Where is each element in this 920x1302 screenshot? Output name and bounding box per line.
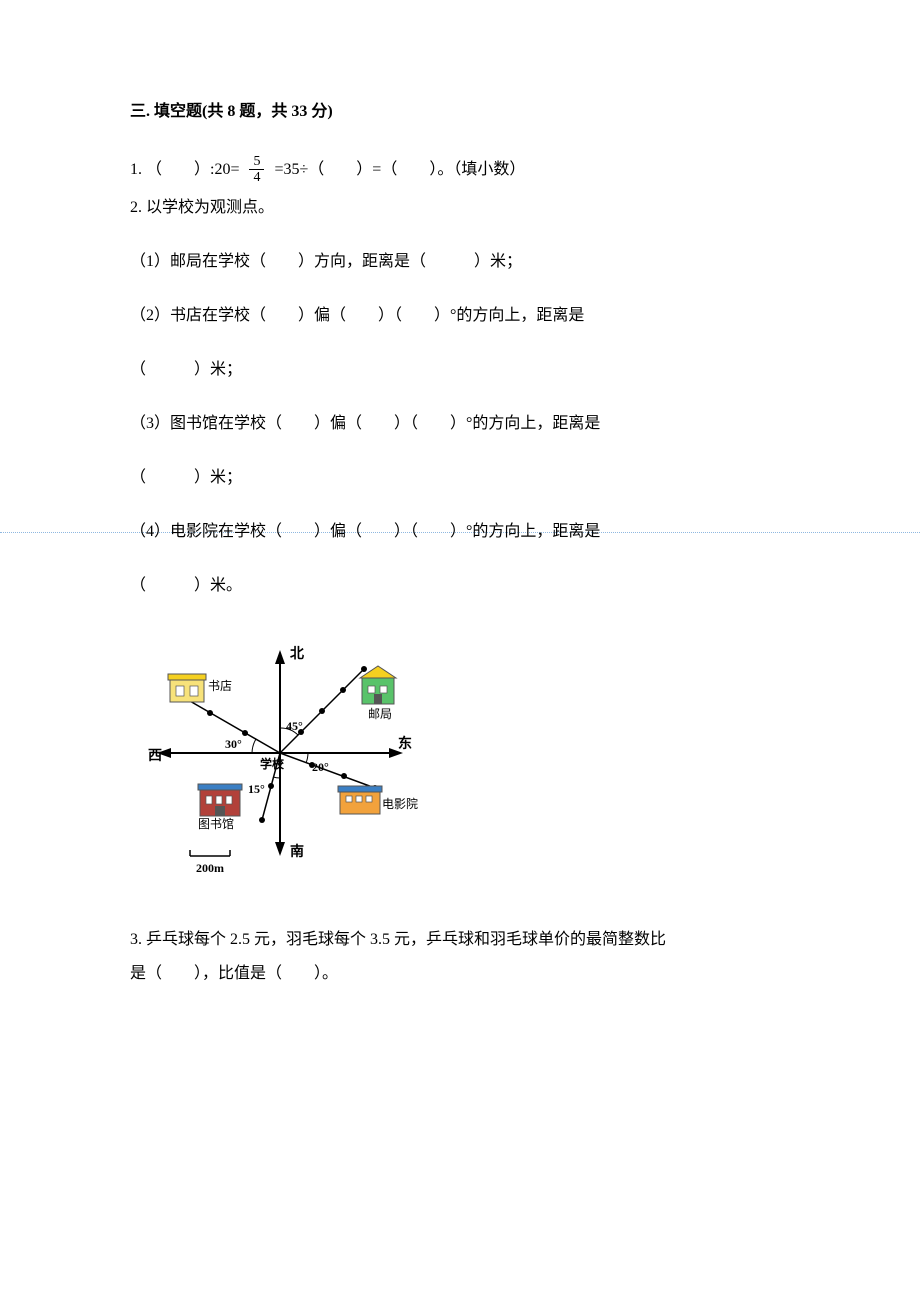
label-library: 图书馆 [198,816,234,831]
direction-diagram: 北 南 东 西 学校 30° 45° [130,628,790,888]
diagram-svg: 北 南 东 西 学校 30° 45° [130,628,430,888]
label-east: 东 [398,735,412,751]
label-north: 北 [290,645,304,661]
label-postoffice: 邮局 [368,707,392,721]
page: 三. 填空题(共 8 题，共 33 分) 1. （ ）:20= 5 4 =35÷… [0,0,920,1056]
q2-part-2b: （ ）米； [130,358,790,382]
question-3-line1: 3. 乒乓球每个 2.5 元，羽毛球每个 3.5 元，乒乓球和羽毛球单价的最简整… [130,928,790,952]
label-cinema: 电影院 [382,797,418,811]
question-1: 1. （ ）:20= 5 4 =35÷（ ）=（ ）。（填小数） [130,154,790,186]
label-scale: 200m [196,861,224,875]
angle-45: 45° [286,719,303,733]
q2-part-1: （1）邮局在学校（ ）方向，距离是（ ）米； [130,250,790,274]
angle-30: 30° [225,737,242,751]
q2-part-4: （4）电影院在学校（ ）偏（ ）（ ）°的方向上，距离是 [130,520,790,544]
fraction-denominator: 4 [249,170,264,185]
q1-post: =35÷（ ）=（ ）。（填小数） [274,158,525,182]
label-school: 学校 [260,756,285,771]
q1-pre: 1. （ ）:20= [130,158,239,182]
scale-bar: 200m [190,850,230,875]
q2-part-2: （2）书店在学校（ ）偏（ ）（ ）°的方向上，距离是 [130,304,790,328]
fraction-5-4: 5 4 [249,154,264,186]
q2-part-3: （3）图书馆在学校（ ）偏（ ）（ ）°的方向上，距离是 [130,412,790,436]
label-bookstore: 书店 [208,679,232,693]
angle-15: 15° [248,782,265,796]
question-3-line2: 是（ ），比值是（ ）。 [130,962,790,986]
fraction-numerator: 5 [249,154,264,170]
q2-part-4b: （ ）米。 [130,574,790,598]
library-icon: 图书馆 [198,784,242,831]
bookstore-icon: 书店 [168,674,232,702]
postoffice-icon: 邮局 [360,666,396,721]
label-south: 南 [290,843,304,859]
cinema-icon: 电影院 [338,786,418,814]
label-west: 西 [148,747,162,763]
angle-20: 20° [312,760,329,774]
q2-part-4-text: （4）电影院在学校（ ）偏（ ）（ ）°的方向上，距离是 [130,523,600,540]
section-title: 三. 填空题(共 8 题，共 33 分) [130,100,790,124]
question-2-intro: 2. 以学校为观测点。 [130,196,790,220]
q2-part-3b: （ ）米； [130,466,790,490]
